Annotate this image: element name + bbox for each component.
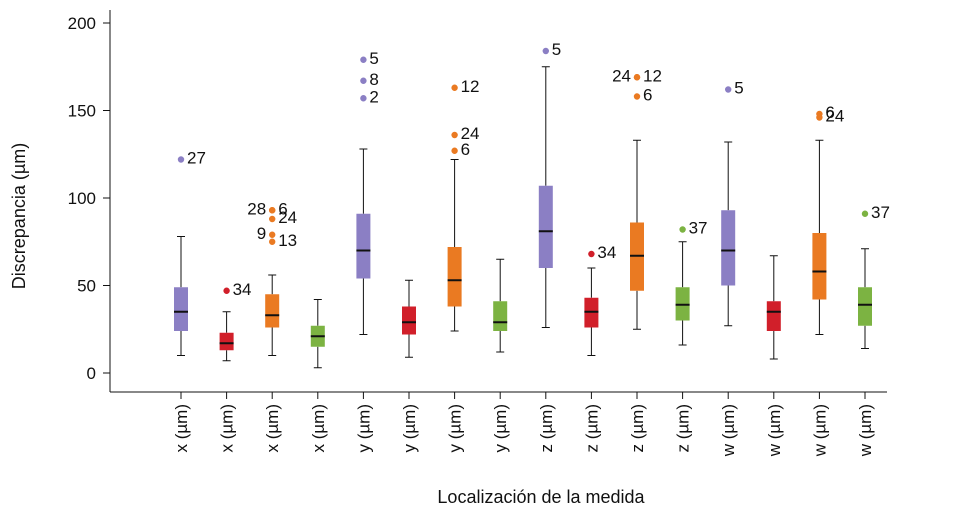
outlier-label: 24	[278, 208, 297, 227]
outlier-label: 37	[871, 203, 890, 222]
box-iqr	[766, 301, 781, 331]
x-tick-label: z (µm)	[628, 404, 647, 453]
outlier-point	[633, 93, 641, 100]
box-group: 12 24 6	[612, 66, 662, 330]
outlier-label: 5	[552, 40, 561, 59]
box-iqr	[265, 294, 280, 328]
outlier-label: 28	[247, 199, 266, 218]
outlier-label: 24	[461, 124, 480, 143]
outlier-point	[816, 114, 823, 121]
outlier-label: 34	[233, 280, 252, 299]
x-tick-label: y (µm)	[400, 404, 419, 453]
outlier-point	[269, 215, 276, 223]
outlier-label: 2	[369, 87, 378, 106]
x-tick-label: x (µm)	[263, 404, 282, 453]
y-tick-label: 50	[77, 277, 96, 296]
outlier-label: 8	[369, 70, 378, 89]
box-iqr	[493, 301, 508, 331]
box-group: 34	[584, 243, 616, 356]
box-iqr	[812, 233, 827, 300]
box-group: 12 246	[447, 77, 480, 332]
box-iqr	[402, 306, 416, 335]
box-iqr	[538, 185, 553, 268]
outlier-point	[725, 86, 732, 93]
y-tick-label: 200	[68, 14, 96, 33]
x-tick-label: y (µm)	[446, 404, 465, 453]
outlier-point	[360, 77, 367, 84]
box-iqr	[447, 247, 462, 307]
outlier-label: 9	[257, 224, 266, 243]
box-group: 37	[675, 219, 708, 346]
outlier-label: 5	[734, 79, 743, 98]
box-group	[766, 255, 781, 360]
box-group: 6 28 24 9 13	[247, 199, 297, 356]
x-tick-label: x (µm)	[218, 404, 237, 453]
outlier-point	[861, 210, 869, 217]
box-group	[493, 258, 508, 353]
y-tick-label: 100	[68, 189, 96, 208]
outlier-label: 27	[187, 149, 206, 168]
x-tick-label: z (µm)	[537, 404, 556, 453]
x-tick-label: w (µm)	[856, 404, 875, 457]
outlier-label: 24	[825, 107, 844, 126]
outlier-label: 34	[597, 243, 616, 262]
box-group: 5 82	[356, 49, 379, 335]
outlier-label: 13	[278, 231, 297, 250]
outlier-label: 12	[643, 66, 662, 85]
x-tick-label: w (µm)	[719, 404, 738, 457]
box-group: 5	[538, 40, 561, 328]
box-group: 34	[219, 280, 252, 362]
y-tick-label: 0	[87, 364, 96, 383]
outlier-label: 12	[461, 77, 480, 96]
box-iqr	[721, 210, 736, 286]
outlier-point	[360, 56, 367, 63]
outlier-point	[269, 231, 276, 238]
outlier-label: 5	[369, 49, 378, 68]
outlier-label: 6	[278, 199, 287, 218]
outlier-point	[360, 95, 367, 102]
outlier-label: 6	[461, 140, 470, 159]
outlier-label: 6	[643, 86, 652, 105]
box-iqr	[858, 287, 872, 326]
x-tick-label: x (µm)	[309, 404, 328, 453]
outlier-point	[269, 238, 276, 245]
outlier-point	[269, 207, 276, 214]
outlier-point	[542, 47, 549, 55]
x-tick-label: z (µm)	[674, 404, 693, 453]
box-group: 27	[174, 149, 206, 356]
y-tick-label: 150	[68, 102, 96, 121]
y-axis: 0 50 100 150 200	[68, 10, 111, 392]
y-axis-title: Discrepancia (µm)	[9, 143, 29, 289]
outlier-label: 6	[825, 103, 834, 122]
x-tick-label: z (µm)	[582, 404, 601, 453]
outlier-label: 37	[689, 219, 708, 238]
outlier-point	[223, 287, 230, 294]
outlier-point	[633, 74, 641, 81]
x-axis-title: Localización de la medida	[437, 487, 645, 507]
x-tick-label: y (µm)	[491, 404, 510, 453]
x-tick-label: w (µm)	[765, 404, 784, 457]
box-group: 5	[721, 79, 744, 327]
outlier-point	[588, 250, 595, 258]
x-tick-label: y (µm)	[354, 404, 373, 453]
outlier-point	[177, 156, 185, 163]
box-group	[402, 279, 416, 358]
box-group: 37	[858, 203, 890, 349]
x-tick-label: w (µm)	[810, 404, 829, 457]
x-axis: x (µm) x (µm) x (µm) x (µm) y (µm) y (µm) y (µ…	[110, 391, 887, 457]
box-iqr	[219, 332, 234, 351]
box-iqr	[174, 287, 188, 331]
outlier-point	[451, 84, 458, 91]
outlier-point	[451, 131, 458, 139]
outlier-label: 24	[612, 66, 631, 85]
box-group	[310, 299, 325, 369]
outlier-point	[451, 147, 458, 154]
outlier-point	[679, 226, 686, 233]
box-iqr	[356, 213, 371, 279]
box-group: 624	[812, 103, 844, 335]
x-tick-label: x (µm)	[172, 404, 191, 453]
